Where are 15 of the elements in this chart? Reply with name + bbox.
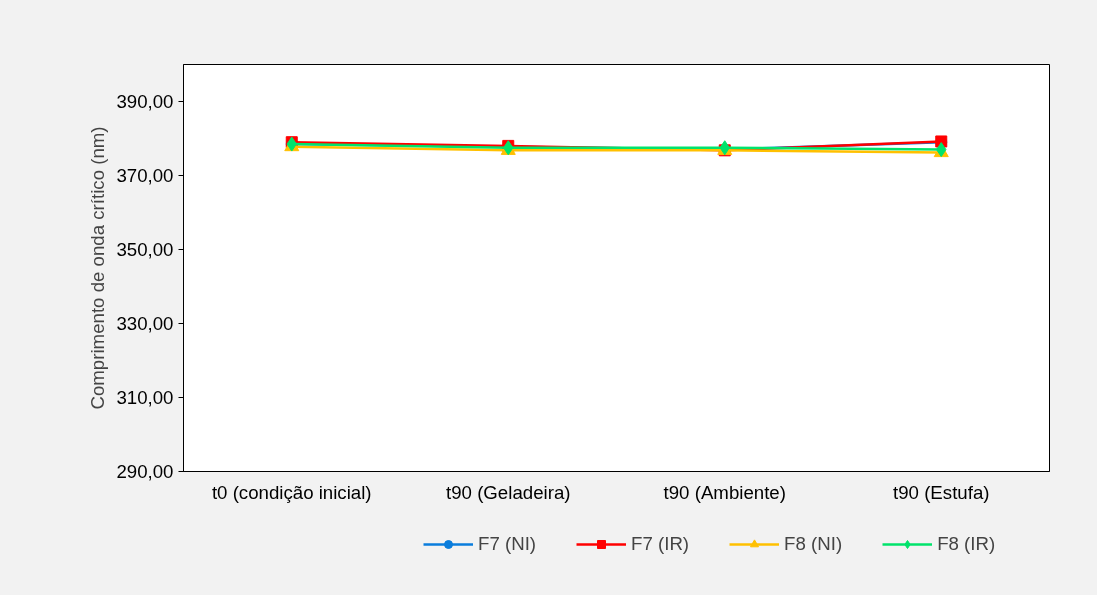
- y-tick-label: 370,00: [116, 165, 174, 186]
- x-tick-label: t90 (Geladeira): [446, 481, 571, 503]
- y-tick-label: 350,00: [116, 239, 174, 260]
- legend-label: F8 (NI): [784, 533, 843, 555]
- y-tick-label: 390,00: [116, 91, 174, 112]
- y-tick-label: 310,00: [116, 387, 174, 408]
- legend-label: F7 (NI): [478, 533, 537, 555]
- x-tick-label: t90 (Estufa): [893, 481, 990, 503]
- x-tick-label: t90 (Ambiente): [663, 481, 786, 503]
- x-tick-label: t0 (condição inicial): [211, 481, 372, 503]
- y-axis-title: Comprimento de onda crítico (nm): [87, 126, 109, 410]
- y-tick-label: 290,00: [116, 461, 174, 482]
- y-tick-label: 330,00: [116, 313, 174, 334]
- legend-label: F8 (IR): [937, 533, 996, 555]
- legend-label: F7 (IR): [631, 533, 690, 555]
